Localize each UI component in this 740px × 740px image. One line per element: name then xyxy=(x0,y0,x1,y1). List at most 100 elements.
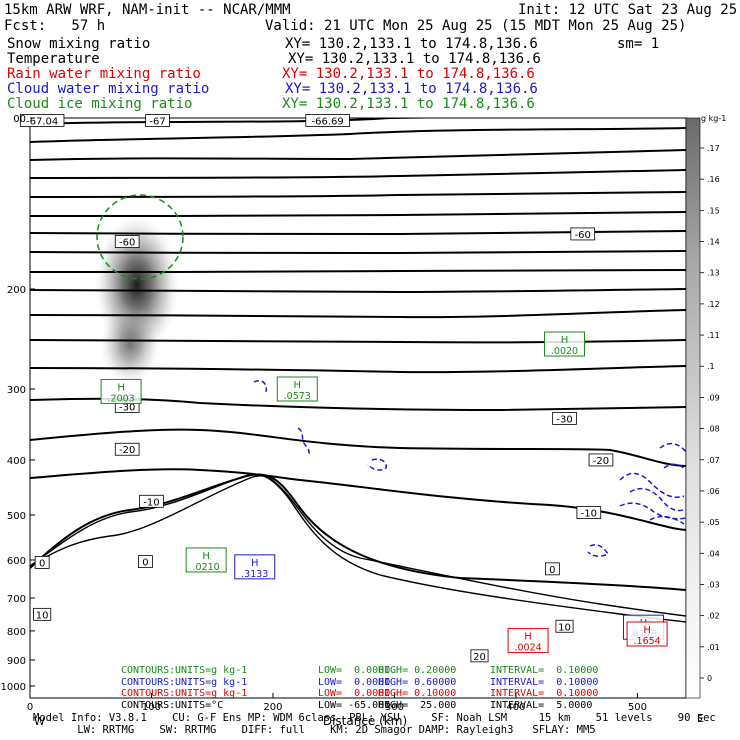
isotherm-label-box xyxy=(19,114,65,127)
cloud-contours xyxy=(96,194,686,557)
isotherm-label: -60 xyxy=(570,227,596,241)
legend-contours: CONTOURS: xyxy=(121,676,176,688)
valid-time: Valid: 21 UTC Mon 25 Aug 25 (15 MDT Mon … xyxy=(265,18,687,34)
extremum-box xyxy=(276,376,318,402)
terrain-line xyxy=(30,473,686,623)
legend-contours: CONTOURS: xyxy=(121,665,176,676)
extremum-box xyxy=(234,554,276,580)
isotherm-label-text: 0 xyxy=(549,565,555,576)
legend-low: LOW= 0.0000 xyxy=(318,688,391,699)
x-tick-label: 500 xyxy=(628,702,647,713)
isotherm-line xyxy=(30,473,686,591)
terrain-lines xyxy=(30,473,686,623)
colorbar-tick-label: 0 xyxy=(707,674,712,683)
field-xy-cloud-water: XY= 130.2,133.1 to 174.8,136.6 xyxy=(285,81,538,97)
legend-interval: INTERVAL= 0.10000 xyxy=(490,688,599,699)
isotherm-line xyxy=(30,169,686,179)
legend-interval: INTERVAL= 0.10000 xyxy=(490,665,599,676)
isotherm-label: -30 xyxy=(552,412,577,425)
colorbar-bar xyxy=(685,117,701,699)
extremum-marker: H.0210 xyxy=(185,547,227,573)
isotherm-line xyxy=(30,288,686,294)
colorbar-tick-label: .17 xyxy=(707,144,720,153)
isotherm-label-text: 0 xyxy=(39,558,45,569)
colorbar: g kg-1 .17 .16 .15 .14 .13 .12 .11 .1 .09 .08 .07.… xyxy=(685,114,726,699)
field-label-rain: Rain water mixing ratio xyxy=(7,66,201,82)
extrema-boxes: H.2003H.0573H.0020H.0210H.3133H.6178H.16… xyxy=(100,331,668,654)
isotherm-label-box xyxy=(570,227,596,241)
isotherm-label: -20 xyxy=(114,442,140,456)
colorbar-tick-label: .08 xyxy=(707,425,720,434)
field-smooth-snow: sm= 1 xyxy=(617,36,660,52)
extremum-kind: H xyxy=(117,382,125,393)
extremum-marker: H.0020 xyxy=(544,331,586,357)
y-tick-label: 500 xyxy=(7,511,26,522)
isotherm-label: -20 xyxy=(588,453,614,467)
y-tick-label: 400 xyxy=(7,456,26,467)
legend-high: HIGH= 0.20000 xyxy=(378,665,457,676)
colorbar-ticks: .17 .16 .15 .14 .13 .12 .11 .1 .09 .08 .07 .06 .05 .0… xyxy=(700,144,720,683)
colorbar-tick-label: .15 xyxy=(707,206,720,215)
extremum-kind: H xyxy=(293,380,301,391)
field-label-cloud-water: Cloud water mixing ratio xyxy=(7,81,210,97)
isotherm-line xyxy=(30,309,686,319)
y-tick-label: 700 xyxy=(7,594,26,605)
snow-shading-tail xyxy=(100,305,160,385)
legend-low: LOW= -65.000 xyxy=(318,699,391,711)
model-title: 15km ARW WRF, NAM-init -- NCAR/MMM xyxy=(4,2,291,18)
model-info-line1: Model Info: V3.8.1 CU: G-F Ens MP: WDM 6… xyxy=(33,712,716,724)
y-tick-label: 900 xyxy=(7,656,26,667)
isotherm-line xyxy=(30,365,686,374)
cloud-water-contour xyxy=(297,427,313,454)
legend-high: HIGH= 0.10000 xyxy=(378,688,457,699)
isotherm-label-box xyxy=(138,555,153,569)
cloud-water-contour xyxy=(629,487,685,512)
y-tick-label: 200 xyxy=(7,285,26,296)
isotherm-label-box xyxy=(588,453,614,467)
legend-low: LOW= 0.0000 xyxy=(318,676,391,688)
isotherm-label-box xyxy=(305,114,350,127)
isotherm-label-text: -20 xyxy=(119,445,135,456)
colorbar-tick-label: .07 xyxy=(707,456,720,465)
temperature-labels: -67.04 -67 -66.69 -60 -60 -30 -30 -20 -20 -10 -10 0… xyxy=(19,114,614,663)
legend-contours: CONTOURS: xyxy=(121,699,176,711)
cloud-water-contour xyxy=(663,463,686,471)
colorbar-tick-label: .01 xyxy=(707,643,720,652)
field-label-temperature: Temperature xyxy=(7,51,100,67)
isotherm-label-box xyxy=(576,506,602,519)
colorbar-tick-label: .04 xyxy=(707,549,720,558)
init-time: Init: 12 UTC Sat 23 Aug 25 xyxy=(518,2,738,18)
colorbar-tick-label: .03 xyxy=(707,580,720,589)
x-tick-label: 400 xyxy=(506,702,525,713)
isotherm-label-text: -60 xyxy=(575,230,591,241)
isotherm-label: 0 xyxy=(544,562,560,576)
isotherm-label-text: 10 xyxy=(558,622,571,633)
y-tick-label: 00 xyxy=(13,114,26,125)
right-end-label: E xyxy=(697,712,704,725)
legend-high: HIGH= 0.60000 xyxy=(378,676,457,688)
x-tick-label: 200 xyxy=(263,702,282,713)
field-label-snow: Snow mixing ratio xyxy=(7,36,151,52)
extremum-box xyxy=(544,331,586,357)
isotherm-label-box xyxy=(139,494,164,508)
extremum-marker: H.3133 xyxy=(234,554,276,580)
colorbar-tick-label: .1 xyxy=(707,362,715,371)
colorbar-tick-label: .09 xyxy=(707,393,720,402)
isotherm-label: -60 xyxy=(114,235,140,249)
isotherm-line xyxy=(30,149,686,161)
cloud-ice-contour xyxy=(96,194,184,280)
isotherm-label-box xyxy=(555,619,574,633)
legend-units: UNITS=g kg-1 xyxy=(175,665,248,676)
extremum-kind: H xyxy=(643,625,651,636)
isotherm-label-text: 0 xyxy=(142,558,148,569)
isotherm-label-text: -60 xyxy=(119,238,135,249)
isotherm-line xyxy=(30,118,465,125)
extremum-marker: H.0024 xyxy=(507,628,549,654)
field-label-cloud-ice: Cloud ice mixing ratio xyxy=(7,96,193,112)
legend-contours: CONTOURS: xyxy=(121,688,176,699)
isotherm-label-text: -30 xyxy=(119,402,135,413)
cloud-water-contour xyxy=(367,458,388,471)
isotherm-line xyxy=(30,250,686,255)
isotherm-label-text: 10 xyxy=(36,610,49,621)
extremum-value: .3133 xyxy=(241,569,268,580)
